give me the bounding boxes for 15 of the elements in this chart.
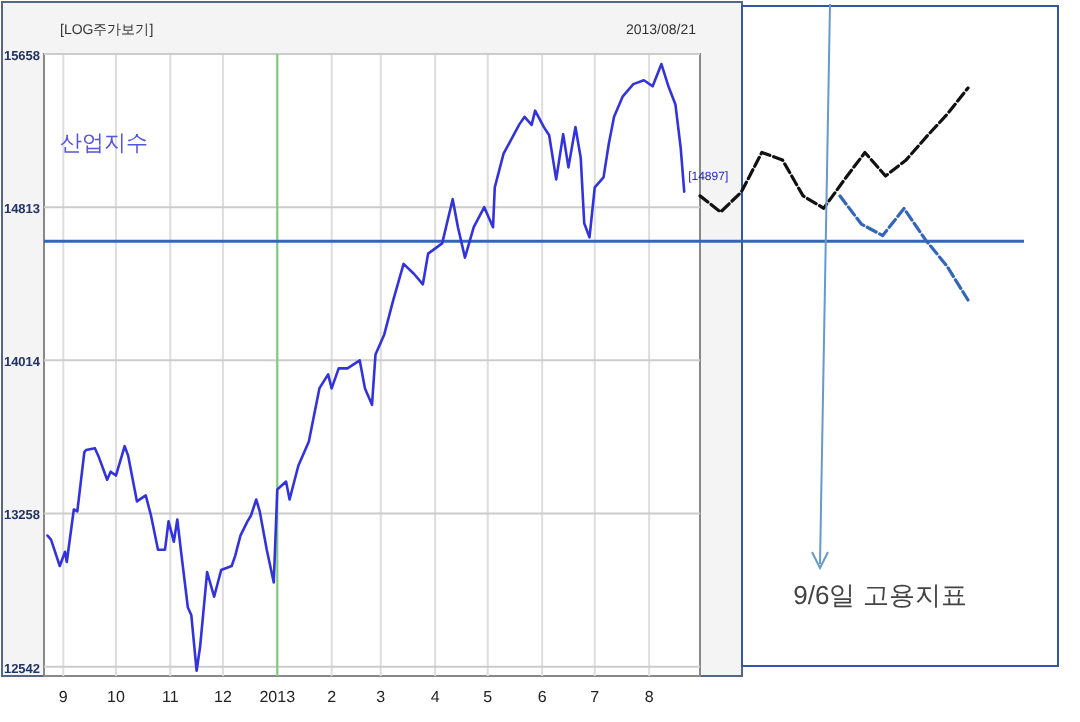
x-tick-label: 11 bbox=[161, 688, 180, 706]
x-tick-label: 9 bbox=[58, 688, 69, 706]
x-tick-label: 4 bbox=[430, 688, 441, 706]
x-tick-label: 2013 bbox=[259, 688, 297, 706]
x-tick-label: 12 bbox=[214, 688, 233, 706]
x-tick-label: 8 bbox=[644, 688, 655, 706]
x-tick-label: 3 bbox=[376, 688, 387, 706]
x-tick-label: 7 bbox=[590, 688, 601, 706]
x-tick-label: 6 bbox=[537, 688, 548, 706]
x-tick-label: 2 bbox=[327, 688, 338, 706]
line-series bbox=[46, 62, 686, 672]
x-tick-label: 5 bbox=[483, 688, 494, 706]
x-tick-label: 10 bbox=[107, 688, 126, 706]
text: 산업지수 bbox=[60, 132, 148, 156]
text: 9/6일 고용지표 bbox=[793, 580, 967, 610]
